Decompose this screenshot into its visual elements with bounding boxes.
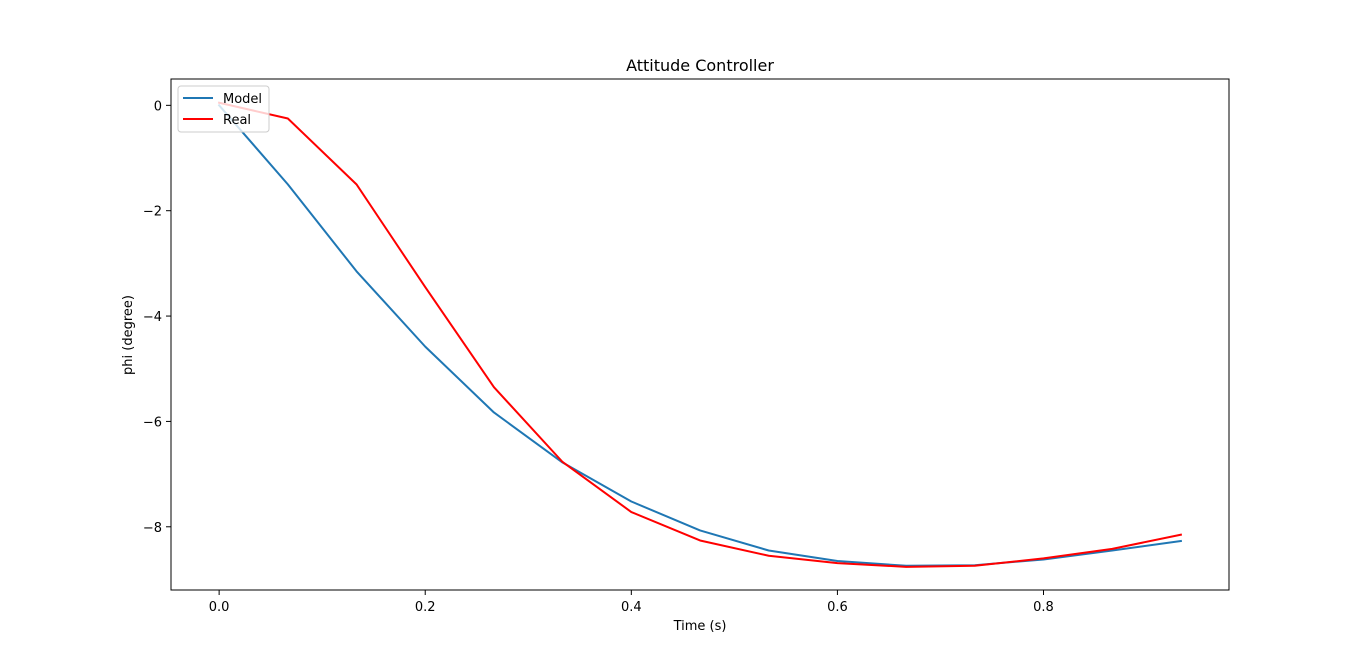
plot-lines [217,101,1183,568]
y-tick-label: −4 [143,310,162,325]
plot-frame [170,78,1230,591]
y-tick-label: −2 [143,205,162,220]
x-axis-label: Time (s) [673,619,727,634]
y-tick-label: 0 [154,99,162,114]
legend-label-model: Model [223,92,262,107]
x-tick-label: 0.4 [621,600,642,615]
x-tick-label: 0.8 [1033,600,1054,615]
x-tick-label: 0.0 [209,600,230,615]
y-tick-label: −6 [143,415,162,430]
y-tick-label: −8 [143,521,162,536]
series-line-real [217,101,1183,568]
x-tick-label: 0.2 [415,600,436,615]
x-axis: 0.0 0.2 0.4 0.6 0.8 [209,590,1054,615]
y-axis-label: phi (degree) [121,295,136,375]
chart-title: Attitude Controller [626,56,774,75]
legend: Model Real [177,85,270,133]
y-axis: 0 −2 −4 −6 −8 [143,99,171,536]
legend-label-real: Real [223,113,251,128]
x-tick-label: 0.6 [827,600,848,615]
